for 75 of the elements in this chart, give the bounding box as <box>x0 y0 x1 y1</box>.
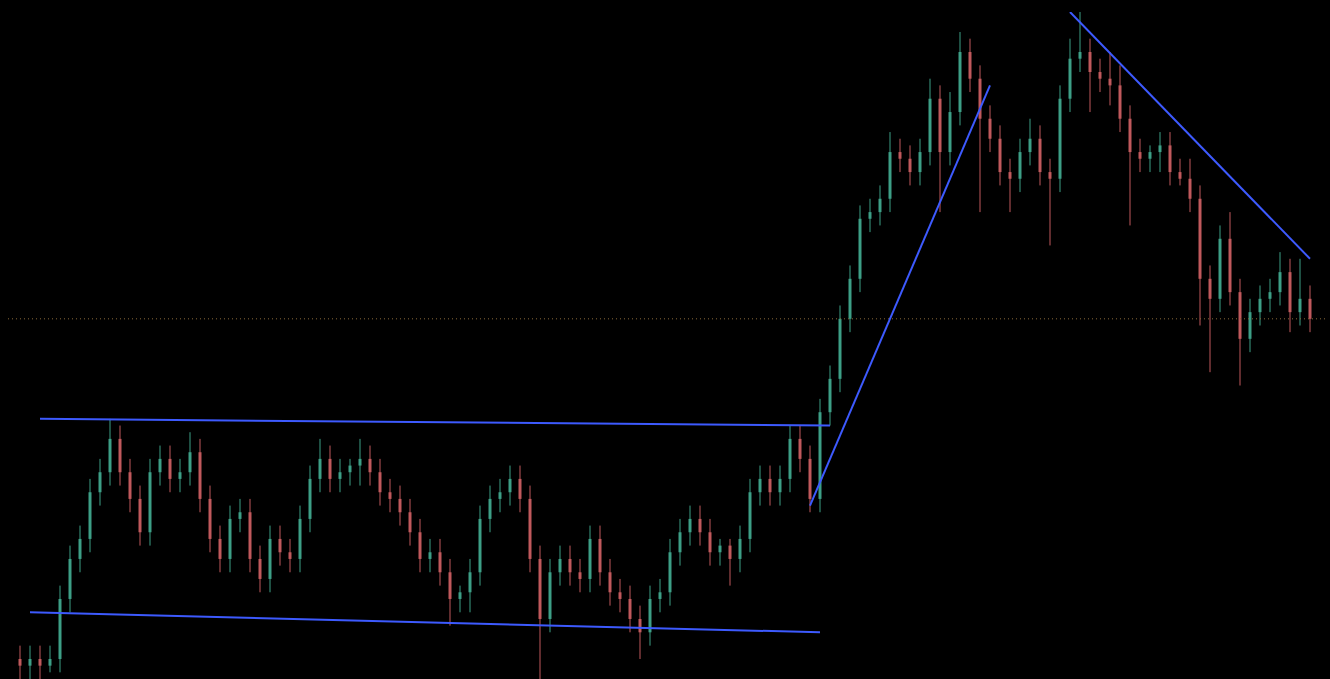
candlestick <box>1188 158 1192 213</box>
candlestick <box>658 578 662 613</box>
candlestick <box>678 518 682 567</box>
candlestick <box>1098 58 1102 93</box>
candlestick <box>428 538 432 573</box>
candlestick <box>1278 251 1282 306</box>
candlestick <box>768 465 772 507</box>
candlestick <box>1028 118 1032 166</box>
candlestick <box>258 545 262 593</box>
candlestick <box>168 445 172 493</box>
candlestick <box>218 525 222 573</box>
candlestick <box>628 585 632 633</box>
candlestick <box>738 525 742 573</box>
candlestick <box>1308 284 1312 333</box>
candlestick <box>28 645 32 679</box>
candlestick <box>508 465 512 507</box>
candlestick <box>1158 131 1162 173</box>
candlestick <box>1108 51 1112 106</box>
candlestick <box>718 538 722 567</box>
candlestick <box>238 498 242 533</box>
candlestick <box>708 518 712 567</box>
candlestick <box>1088 38 1092 113</box>
candlestick <box>468 558 472 613</box>
candlestick <box>48 645 52 673</box>
candlestick <box>798 425 802 473</box>
candlestick <box>348 458 352 487</box>
candlestick <box>988 104 992 153</box>
candlestick <box>358 438 362 487</box>
candlestick <box>488 485 492 533</box>
candlestick <box>38 645 42 679</box>
candlestick <box>98 458 102 507</box>
candlestick <box>408 498 412 547</box>
candlestick <box>878 184 882 226</box>
candlestick <box>328 445 332 493</box>
candlestick <box>728 538 732 587</box>
candlestick <box>568 545 572 587</box>
candlestick <box>158 445 162 487</box>
candlestick <box>518 465 522 513</box>
candlestick <box>18 645 22 679</box>
candlestick <box>1298 258 1302 326</box>
candlestick <box>318 438 322 493</box>
candlestick <box>1008 158 1012 213</box>
candlestick <box>758 465 762 507</box>
candlestick <box>438 538 442 587</box>
candlestick <box>1138 138 1142 173</box>
candlestick <box>188 431 192 487</box>
candlestick <box>1078 11 1082 73</box>
candlestick <box>378 458 382 507</box>
candlestick <box>1268 278 1272 313</box>
candlestick <box>368 445 372 487</box>
candlestick <box>78 525 82 573</box>
candlestick <box>1178 158 1182 186</box>
candlestick <box>558 545 562 587</box>
candlestick <box>578 558 582 593</box>
candlestick <box>898 138 902 173</box>
candlestick <box>618 578 622 613</box>
candlestick <box>1148 144 1152 173</box>
candlestick <box>778 465 782 507</box>
candlestick <box>388 478 392 513</box>
candlestick <box>1208 264 1212 373</box>
candlestick <box>908 144 912 186</box>
candlestick <box>458 585 462 613</box>
candlestick <box>178 458 182 493</box>
candlestick <box>608 558 612 607</box>
candlestick <box>868 198 872 233</box>
candlestick <box>288 538 292 573</box>
candlestick <box>398 485 402 527</box>
candlestick <box>1048 158 1052 246</box>
candlestick <box>498 478 502 513</box>
candlestick <box>338 458 342 493</box>
candlestick <box>698 505 702 547</box>
candlestick <box>1258 284 1262 326</box>
candlestick <box>688 505 692 547</box>
candlestick <box>918 138 922 186</box>
candlestick <box>278 525 282 567</box>
